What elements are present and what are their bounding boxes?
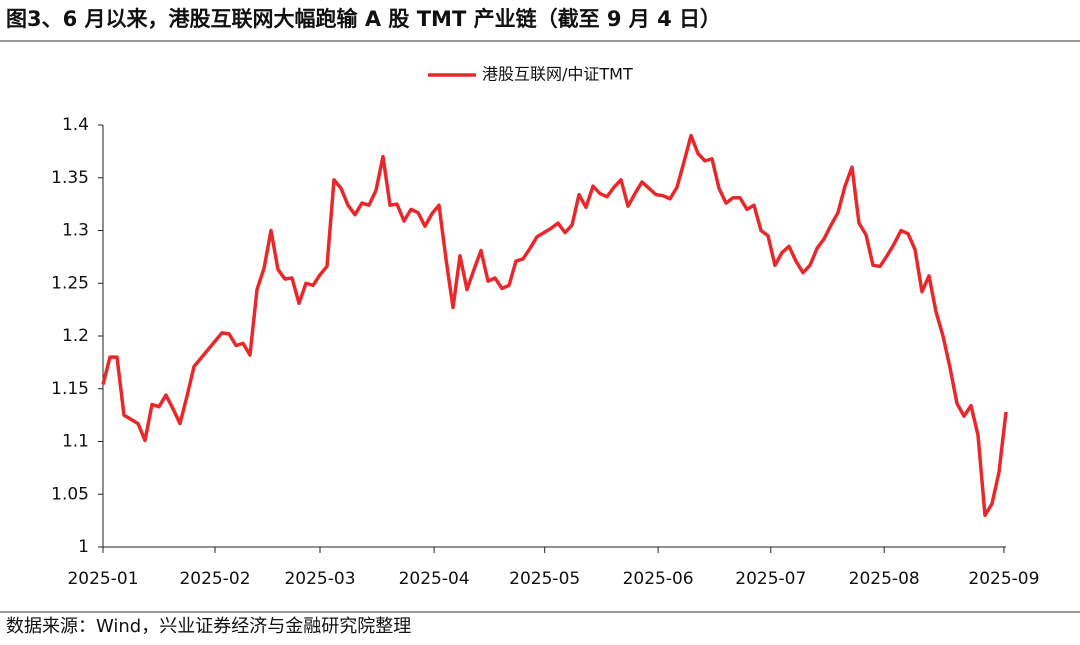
x-tick-label: 2025-02 xyxy=(179,569,250,589)
x-tick-label: 2025-06 xyxy=(623,569,694,589)
y-tick-label: 1.4 xyxy=(62,115,89,135)
x-tick-label: 2025-04 xyxy=(399,569,470,589)
y-tick-label: 1.25 xyxy=(51,273,89,293)
x-tick-label: 2025-01 xyxy=(67,569,138,589)
line-series xyxy=(101,133,1008,518)
x-tick-label: 2025-05 xyxy=(509,569,580,589)
x-tick-label: 2025-08 xyxy=(849,569,920,589)
y-tick-label: 1.35 xyxy=(51,168,89,188)
y-tick-label: 1 xyxy=(78,537,89,557)
legend-label: 港股互联网/中证TMT xyxy=(482,65,633,84)
y-tick-label: 1.2 xyxy=(62,326,89,346)
x-tick-label: 2025-07 xyxy=(735,569,806,589)
x-tick-label: 2025-09 xyxy=(968,569,1039,589)
y-tick-label: 1.15 xyxy=(51,379,89,399)
chart-title: 图3、6 月以来，港股互联网大幅跑输 A 股 TMT 产业链（截至 9 月 4 … xyxy=(6,7,721,31)
y-tick-label: 1.3 xyxy=(62,221,89,241)
y-tick-label: 1.1 xyxy=(62,432,89,452)
y-tick-label: 1.05 xyxy=(51,484,89,504)
source-note: 数据来源：Wind，兴业证券经济与金融研究院整理 xyxy=(6,616,411,637)
x-tick-label: 2025-03 xyxy=(284,569,355,589)
